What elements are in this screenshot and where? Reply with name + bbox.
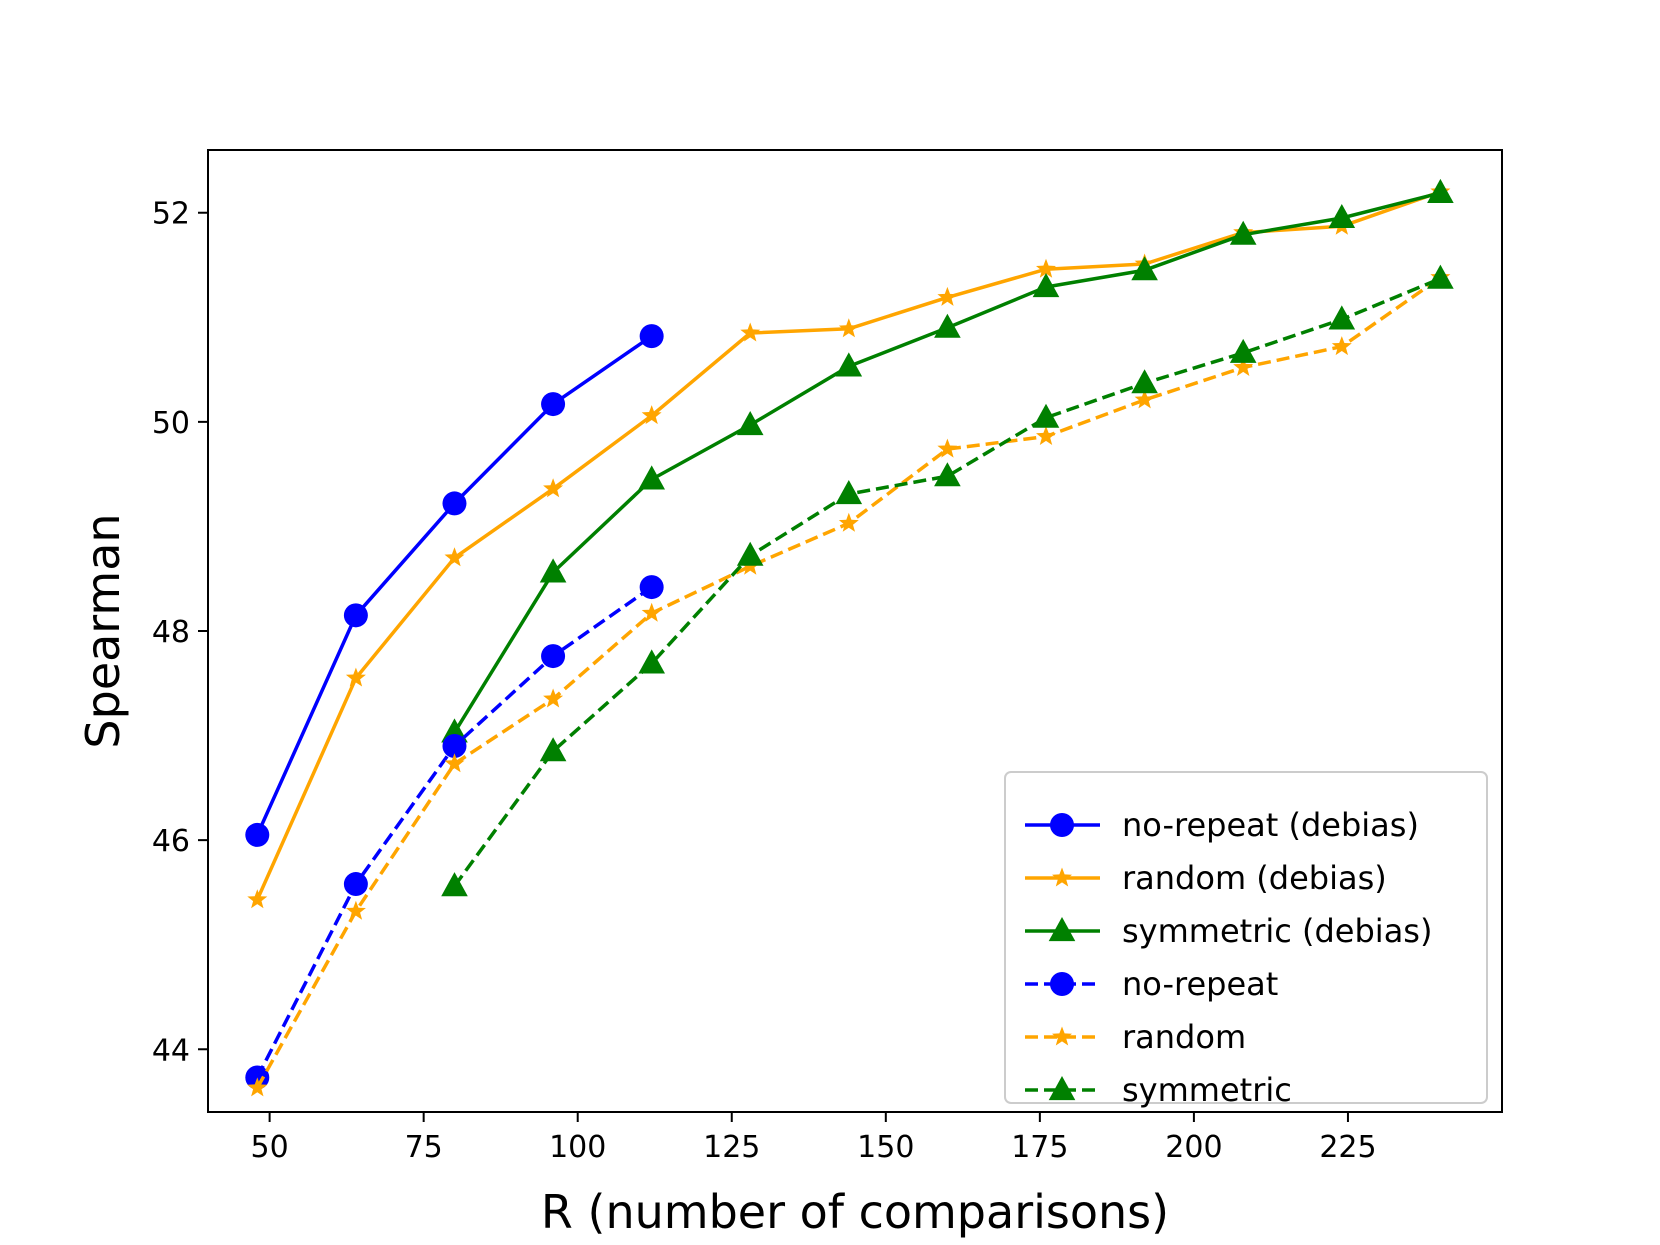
legend-marker — [1052, 1026, 1072, 1046]
legend-item: random — [1025, 1018, 1246, 1056]
data-point — [934, 313, 961, 338]
data-point — [1229, 220, 1257, 245]
series-3 — [245, 575, 664, 1090]
data-point — [541, 644, 566, 669]
x-tick-label: 50 — [251, 1130, 289, 1165]
data-point — [442, 491, 467, 516]
data-point — [638, 649, 665, 674]
data-point — [247, 889, 268, 909]
y-tick-label: 50 — [152, 406, 190, 441]
legend-item: no-repeat (debias) — [1025, 806, 1419, 844]
data-point — [736, 541, 764, 566]
y-tick-label: 48 — [152, 615, 190, 650]
legend-label: random — [1122, 1018, 1246, 1056]
legend-marker — [1050, 813, 1074, 837]
legend-label: symmetric — [1122, 1071, 1292, 1109]
y-axis-title: Spearman — [76, 513, 130, 748]
data-point — [441, 872, 468, 897]
legend: no-repeat (debias) random (debias) symmetr… — [1004, 771, 1488, 1109]
data-point — [343, 603, 368, 628]
data-point — [835, 352, 863, 377]
x-tick-label: 225 — [1319, 1130, 1376, 1165]
legend-label: symmetric (debias) — [1122, 912, 1432, 950]
data-point — [345, 900, 366, 920]
data-point — [838, 318, 859, 338]
data-point — [1131, 369, 1158, 394]
x-axis: 50 75 100 125 150 175 200 225 — [251, 1112, 1377, 1165]
data-point — [444, 753, 465, 773]
data-point — [740, 322, 761, 342]
data-point — [1032, 273, 1060, 298]
x-tick-label: 125 — [703, 1130, 760, 1165]
data-point — [639, 324, 664, 349]
data-point — [934, 462, 961, 487]
legend-marker — [1050, 972, 1074, 996]
data-point — [835, 480, 863, 505]
data-point — [539, 558, 567, 583]
legend-item: symmetric — [1025, 1071, 1292, 1109]
x-tick-label: 75 — [405, 1130, 443, 1165]
data-point — [444, 547, 465, 567]
data-point — [245, 822, 270, 847]
series-2 — [441, 178, 1454, 743]
data-point — [442, 734, 467, 759]
data-point — [345, 667, 366, 687]
y-tick-label: 44 — [152, 1033, 190, 1068]
data-point — [1427, 178, 1454, 203]
legend-marker — [1052, 867, 1072, 887]
data-point — [1036, 258, 1056, 278]
legend-item: no-repeat — [1025, 965, 1278, 1003]
data-point — [543, 688, 564, 708]
data-point — [1233, 357, 1254, 376]
series-0 — [245, 324, 664, 847]
x-tick-label: 150 — [857, 1130, 914, 1165]
data-point — [1328, 204, 1356, 228]
legend-label: random (debias) — [1122, 859, 1387, 897]
legend-item: symmetric (debias) — [1025, 912, 1432, 950]
data-point — [539, 737, 567, 762]
data-point — [1328, 305, 1356, 330]
data-point — [641, 602, 662, 622]
data-point — [638, 465, 665, 490]
y-tick-label: 46 — [152, 824, 190, 859]
series-4 — [247, 267, 1451, 1097]
data-point — [1134, 389, 1155, 409]
legend-marker — [1048, 917, 1076, 942]
series-line — [453, 276, 1442, 888]
legend-label: no-repeat (debias) — [1122, 806, 1419, 844]
data-point — [639, 575, 664, 600]
x-tick-label: 175 — [1011, 1130, 1068, 1165]
data-point — [343, 872, 368, 897]
data-point — [541, 392, 566, 417]
data-point — [838, 512, 859, 532]
data-point — [736, 411, 764, 436]
data-point — [1131, 256, 1158, 281]
y-axis: 44 46 48 50 52 — [152, 197, 208, 1068]
x-tick-label: 100 — [549, 1130, 606, 1165]
data-point — [1427, 264, 1454, 289]
series-5 — [441, 264, 1454, 897]
series-layer — [245, 178, 1454, 1097]
x-tick-label: 200 — [1165, 1130, 1222, 1165]
legend-item: random (debias) — [1025, 859, 1387, 897]
legend-box — [1004, 771, 1488, 1104]
data-point — [247, 1077, 268, 1097]
data-point — [641, 405, 662, 425]
x-axis-title: R (number of comparisons) — [541, 1185, 1169, 1239]
data-point — [937, 438, 958, 458]
data-point — [1331, 336, 1352, 356]
data-point — [937, 286, 958, 306]
legend-marker — [1048, 1076, 1076, 1101]
legend-label: no-repeat — [1122, 965, 1278, 1003]
data-point — [1036, 426, 1056, 445]
data-point — [1032, 403, 1060, 428]
data-point — [1229, 338, 1257, 363]
data-point — [543, 478, 564, 498]
y-tick-label: 52 — [152, 197, 190, 232]
